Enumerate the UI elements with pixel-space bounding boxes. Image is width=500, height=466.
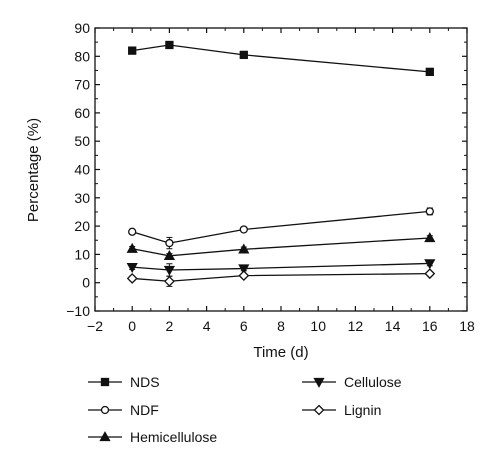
x-tick-label: 12 <box>348 318 364 334</box>
series-line <box>132 210 430 244</box>
x-tick-label: 6 <box>240 318 248 334</box>
x-tick-label: 2 <box>166 318 174 334</box>
legend-label: NDF <box>130 402 159 418</box>
legend-item: Lignin <box>302 402 381 418</box>
y-tick-label: 50 <box>74 133 90 149</box>
legend-item: NDF <box>88 402 159 418</box>
data-point <box>163 249 176 260</box>
data-point <box>163 265 176 276</box>
x-tick-label: 8 <box>277 318 285 334</box>
x-tick-label: 18 <box>459 318 475 334</box>
data-point <box>239 50 248 60</box>
series-lignin <box>126 268 436 287</box>
legend-marker <box>100 405 110 415</box>
data-point <box>163 275 175 287</box>
series-line <box>132 237 430 257</box>
data-point <box>126 262 138 273</box>
legend-marker <box>100 377 110 387</box>
y-tick-label: 30 <box>74 190 90 206</box>
data-point <box>165 238 174 248</box>
legend-marker <box>99 431 111 442</box>
series-line <box>132 272 430 282</box>
data-point <box>238 243 250 254</box>
series-line <box>132 44 430 73</box>
data-point <box>424 259 436 270</box>
y-axis-label: Percentage (%) <box>25 118 42 222</box>
x-tick-label: 14 <box>385 318 401 334</box>
y-tick-label: 60 <box>74 105 90 121</box>
y-tick-label: 40 <box>74 162 90 178</box>
data-point <box>424 232 436 243</box>
data-point <box>128 227 137 236</box>
series-ndf <box>128 207 434 250</box>
data-point <box>238 270 250 282</box>
data-point <box>239 225 248 234</box>
legend-label: Lignin <box>344 402 381 418</box>
y-tick-label: −10 <box>66 303 90 319</box>
legend-label: Hemicellulose <box>130 429 217 445</box>
x-tick-label: 0 <box>128 318 136 334</box>
y-tick-label: 0 <box>82 275 90 291</box>
data-point <box>424 268 436 280</box>
legend-label: Cellulose <box>344 374 402 390</box>
data-point <box>165 40 174 50</box>
x-tick-label: −2 <box>87 318 103 334</box>
x-tick-label: 16 <box>422 318 438 334</box>
x-axis: −2 0 2 4 6 8 10 12 14 16 18 <box>87 28 475 334</box>
legend-item: NDS <box>88 374 160 390</box>
x-tick-label: 4 <box>203 318 211 334</box>
series-hemicellulose <box>126 232 436 260</box>
legend-marker <box>313 404 325 416</box>
legend-marker <box>313 377 325 388</box>
y-tick-label: 10 <box>74 246 90 262</box>
x-axis-label: Time (d) <box>253 344 308 361</box>
data-point <box>126 242 138 253</box>
x-tick-label: 10 <box>310 318 326 334</box>
legend-item: Cellulose <box>302 374 402 390</box>
data-point <box>128 46 137 55</box>
series-nds <box>128 40 434 77</box>
series-line <box>132 262 430 271</box>
y-tick-label: 70 <box>74 77 90 93</box>
y-axis: −10 0 10 20 30 40 50 60 70 80 90 <box>66 20 467 319</box>
legend: NDS NDF Hemicellulose Cellulose Lignin <box>88 374 402 445</box>
data-point <box>425 67 434 77</box>
y-tick-label: 80 <box>74 48 90 64</box>
legend-label: NDS <box>130 374 160 390</box>
data-point <box>238 264 250 275</box>
series-layer <box>126 40 436 287</box>
y-tick-label: 20 <box>74 218 90 234</box>
legend-item: Hemicellulose <box>88 429 217 445</box>
y-tick-label: 90 <box>74 20 90 36</box>
data-point <box>126 273 138 284</box>
data-point <box>425 207 434 216</box>
